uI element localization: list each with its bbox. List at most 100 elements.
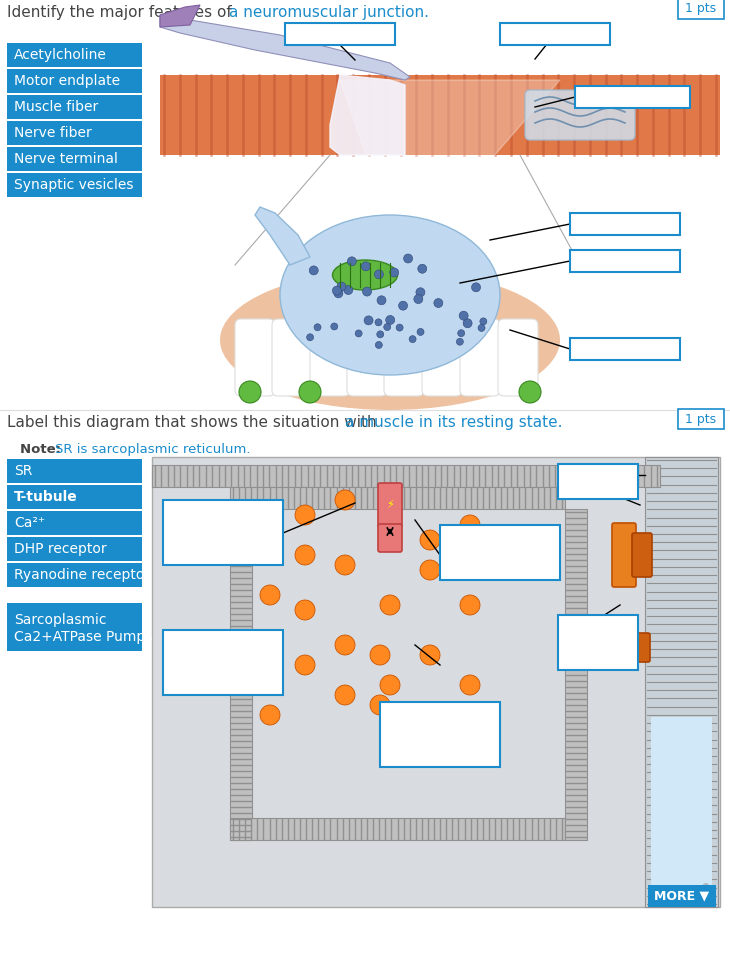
Circle shape	[458, 329, 465, 337]
Text: ©: ©	[701, 883, 711, 893]
FancyBboxPatch shape	[235, 319, 275, 396]
Text: Ca²⁺: Ca²⁺	[14, 516, 45, 530]
Bar	[230, 487, 565, 509]
FancyBboxPatch shape	[7, 485, 142, 509]
FancyBboxPatch shape	[498, 319, 538, 396]
FancyBboxPatch shape	[384, 319, 424, 396]
Circle shape	[418, 265, 427, 273]
Circle shape	[456, 338, 464, 345]
Bar	[648, 885, 716, 907]
Circle shape	[335, 635, 355, 655]
Circle shape	[347, 257, 356, 265]
FancyBboxPatch shape	[272, 319, 312, 396]
Circle shape	[478, 325, 485, 331]
Circle shape	[295, 600, 315, 620]
Circle shape	[307, 334, 314, 341]
Circle shape	[380, 675, 400, 695]
FancyBboxPatch shape	[612, 523, 636, 587]
FancyBboxPatch shape	[612, 628, 636, 667]
Text: Ca2+ATPase Pumps: Ca2+ATPase Pumps	[14, 629, 153, 644]
Ellipse shape	[220, 270, 560, 410]
Text: Nerve fiber: Nerve fiber	[14, 126, 92, 140]
Ellipse shape	[332, 260, 398, 290]
FancyBboxPatch shape	[378, 524, 402, 552]
FancyBboxPatch shape	[310, 319, 350, 396]
FancyBboxPatch shape	[422, 319, 462, 396]
Circle shape	[480, 318, 487, 325]
Circle shape	[363, 287, 372, 296]
Text: SR: SR	[14, 464, 32, 478]
Circle shape	[239, 381, 261, 403]
Circle shape	[334, 288, 343, 298]
Circle shape	[260, 645, 280, 665]
Circle shape	[370, 645, 390, 665]
FancyBboxPatch shape	[7, 43, 142, 67]
FancyBboxPatch shape	[7, 459, 142, 483]
FancyBboxPatch shape	[7, 69, 142, 93]
Circle shape	[260, 525, 280, 545]
Circle shape	[414, 294, 423, 304]
Circle shape	[370, 695, 390, 715]
Circle shape	[260, 705, 280, 725]
Circle shape	[364, 316, 373, 325]
Ellipse shape	[280, 215, 500, 375]
Text: a neuromuscular junction.: a neuromuscular junction.	[229, 5, 429, 20]
FancyBboxPatch shape	[460, 319, 500, 396]
Circle shape	[420, 560, 440, 580]
Bar	[152, 457, 720, 907]
Circle shape	[377, 330, 384, 338]
Text: 1 pts: 1 pts	[685, 3, 717, 15]
FancyBboxPatch shape	[570, 250, 680, 272]
Circle shape	[380, 505, 400, 525]
FancyBboxPatch shape	[380, 702, 500, 767]
Bar	[152, 465, 660, 487]
Circle shape	[519, 381, 541, 403]
Polygon shape	[255, 207, 310, 265]
Circle shape	[356, 329, 362, 337]
Text: Synaptic vesicles: Synaptic vesicles	[14, 178, 134, 192]
FancyBboxPatch shape	[558, 464, 638, 499]
Polygon shape	[340, 80, 560, 195]
FancyBboxPatch shape	[558, 615, 638, 670]
Circle shape	[463, 319, 472, 328]
Circle shape	[384, 324, 391, 330]
Text: a muscle in its resting state.: a muscle in its resting state.	[345, 415, 563, 430]
Text: Identify the major features of: Identify the major features of	[7, 5, 237, 20]
Circle shape	[335, 685, 355, 705]
Circle shape	[375, 342, 383, 349]
Circle shape	[409, 335, 416, 343]
Circle shape	[335, 490, 355, 510]
FancyBboxPatch shape	[632, 633, 650, 662]
Circle shape	[460, 515, 480, 535]
Text: Acetylcholine: Acetylcholine	[14, 48, 107, 62]
FancyBboxPatch shape	[347, 319, 387, 396]
Circle shape	[416, 287, 425, 297]
Circle shape	[460, 675, 480, 695]
Text: Motor endplate: Motor endplate	[14, 74, 120, 88]
Text: DHP receptor: DHP receptor	[14, 542, 107, 556]
Bar	[252, 509, 543, 818]
Bar	[645, 457, 718, 907]
Text: ⚡: ⚡	[386, 500, 394, 510]
Circle shape	[295, 655, 315, 675]
Circle shape	[472, 283, 480, 292]
Circle shape	[380, 595, 400, 615]
Bar	[565, 509, 587, 840]
Text: T-tubule: T-tubule	[14, 490, 78, 504]
Circle shape	[396, 324, 403, 331]
FancyBboxPatch shape	[7, 147, 142, 171]
Text: SR is sarcoplasmic reticulum.: SR is sarcoplasmic reticulum.	[55, 443, 250, 456]
Circle shape	[459, 311, 468, 320]
Circle shape	[344, 286, 353, 294]
FancyBboxPatch shape	[575, 86, 690, 108]
Bar	[651, 717, 712, 897]
FancyBboxPatch shape	[163, 630, 283, 695]
Circle shape	[260, 585, 280, 605]
Circle shape	[331, 323, 338, 330]
Polygon shape	[160, 15, 410, 80]
Text: 1 pts: 1 pts	[685, 413, 717, 426]
FancyBboxPatch shape	[7, 95, 142, 119]
Text: Label this diagram that shows the situation with: Label this diagram that shows the situat…	[7, 415, 382, 430]
Circle shape	[337, 282, 346, 291]
Circle shape	[374, 270, 383, 279]
